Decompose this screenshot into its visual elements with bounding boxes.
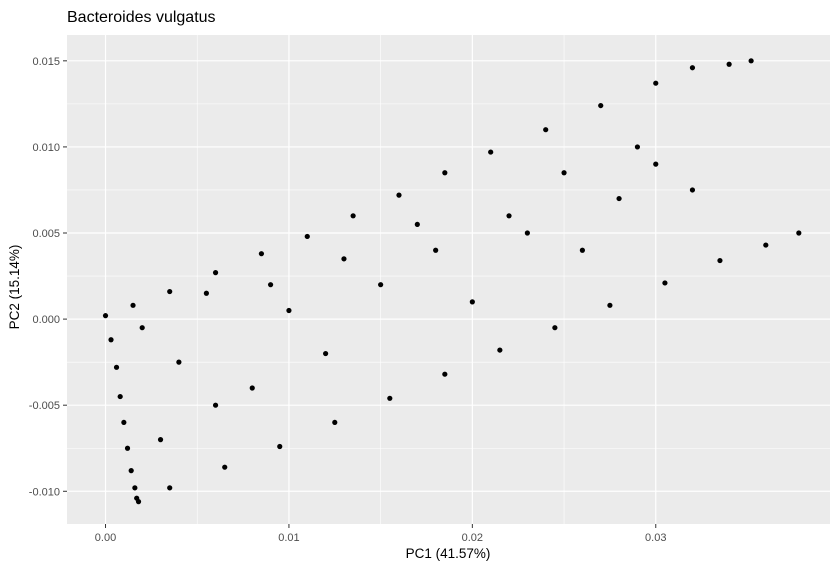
- data-point: [689, 65, 696, 71]
- data-point: [433, 247, 439, 253]
- data-point: [598, 102, 604, 109]
- data-point: [222, 464, 228, 470]
- data-point: [135, 499, 142, 505]
- data-point: [203, 290, 209, 296]
- y-tick-label: -0.005: [29, 400, 60, 412]
- data-point: [689, 187, 696, 193]
- data-point: [561, 170, 567, 176]
- data-point: [341, 256, 347, 262]
- y-axis-title: PC2 (15.14%): [7, 245, 22, 330]
- data-point: [662, 280, 668, 286]
- data-point: [167, 288, 173, 295]
- data-point: [267, 282, 274, 288]
- data-point: [157, 437, 164, 443]
- data-point: [108, 337, 114, 343]
- data-point: [552, 325, 558, 331]
- data-point: [506, 213, 512, 219]
- y-tick-label: 0.015: [32, 56, 60, 68]
- y-tick-label: 0.010: [32, 142, 60, 154]
- data-point: [323, 350, 329, 357]
- data-point: [579, 247, 585, 253]
- data-point: [634, 144, 641, 150]
- data-point: [121, 419, 127, 426]
- data-point: [414, 221, 420, 228]
- data-point: [130, 302, 136, 308]
- y-tick-label: -0.010: [29, 486, 60, 498]
- data-points: [102, 58, 802, 505]
- data-point: [102, 313, 109, 319]
- minor-gridlines: [67, 35, 830, 524]
- data-point: [396, 192, 402, 198]
- y-tick-label: 0.005: [32, 228, 60, 240]
- x-tick-label: 0.01: [278, 532, 299, 544]
- data-point: [607, 302, 613, 308]
- data-point: [332, 419, 338, 426]
- data-point: [132, 485, 138, 491]
- data-point: [212, 270, 219, 276]
- y-axis-ticks: -0.010 -0.005 0.000 0.005 0.010 0.015: [29, 56, 67, 498]
- data-point: [139, 325, 145, 331]
- data-point: [497, 347, 503, 353]
- data-point: [378, 282, 384, 288]
- data-point: [113, 364, 120, 370]
- x-axis-ticks: 0.00 0.01 0.02 0.03: [95, 524, 666, 544]
- x-tick-label: 0.00: [95, 532, 116, 544]
- data-point: [469, 299, 475, 305]
- data-point: [543, 127, 549, 133]
- data-point: [616, 195, 622, 202]
- data-point: [488, 149, 494, 155]
- data-point: [212, 402, 219, 408]
- data-point: [350, 213, 356, 219]
- data-point: [442, 371, 448, 377]
- data-point: [167, 485, 173, 491]
- data-point: [124, 445, 131, 451]
- x-tick-label: 0.03: [645, 532, 666, 544]
- data-point: [304, 233, 310, 240]
- data-point: [117, 393, 123, 400]
- data-point: [128, 468, 134, 474]
- data-point: [277, 443, 283, 450]
- data-point: [387, 395, 393, 401]
- data-point: [653, 161, 659, 167]
- data-point: [442, 170, 448, 176]
- data-point: [249, 385, 255, 391]
- data-point: [796, 230, 802, 236]
- data-point: [176, 359, 182, 365]
- data-point: [524, 230, 530, 236]
- plot-panel: [67, 35, 830, 524]
- data-point: [717, 257, 723, 264]
- data-point: [258, 251, 265, 257]
- data-point: [286, 307, 292, 314]
- major-gridlines: [67, 35, 830, 524]
- data-point: [653, 80, 659, 86]
- data-point: [763, 242, 769, 248]
- y-tick-label: 0.000: [32, 314, 60, 326]
- chart-title: Bacteroides vulgatus: [67, 9, 216, 26]
- x-tick-label: 0.02: [462, 532, 483, 544]
- data-point: [726, 61, 732, 67]
- x-axis-title: PC1 (41.57%): [406, 546, 491, 561]
- data-point: [748, 58, 754, 64]
